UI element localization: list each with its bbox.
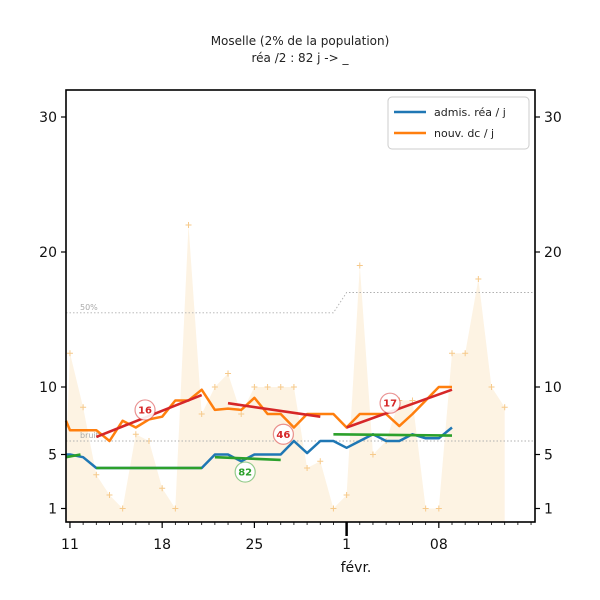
annotation-label: 82 bbox=[238, 468, 252, 479]
annotation-label: 46 bbox=[276, 430, 290, 441]
y-tick-label: 20 bbox=[39, 245, 57, 261]
reference-label-noise: bruit bbox=[80, 431, 99, 440]
noise-point bbox=[198, 411, 205, 417]
y-tick-label: 10 bbox=[39, 380, 57, 396]
noise-point bbox=[93, 471, 100, 478]
noise-point bbox=[435, 505, 442, 512]
y-tick-label: 5 bbox=[544, 448, 553, 464]
x-tick-label: 08 bbox=[430, 537, 448, 553]
title-block: Moselle (2% de la population) réa /2 : 8… bbox=[211, 34, 390, 65]
plot-frame bbox=[65, 89, 536, 523]
trend-line-red bbox=[227, 401, 321, 418]
noise-point bbox=[106, 492, 113, 498]
trend-line-red bbox=[346, 388, 453, 429]
noise-point bbox=[80, 404, 87, 411]
noise-point bbox=[304, 465, 311, 471]
noise-point bbox=[277, 384, 284, 390]
noise-point bbox=[369, 451, 376, 458]
annotation-label: 17 bbox=[383, 399, 397, 410]
legend-label-adm: admis. réa / j bbox=[434, 106, 506, 119]
y-tick-label: 1 bbox=[544, 502, 553, 518]
y-tick-label: 20 bbox=[544, 245, 562, 261]
noise-point bbox=[159, 485, 166, 492]
noise-point bbox=[317, 458, 324, 465]
annotation-label: 16 bbox=[138, 405, 152, 416]
x-tick-label: 11 bbox=[61, 537, 79, 553]
chart-subtitle: réa /2 : 82 j -> _ bbox=[251, 51, 349, 65]
y-tick-label: 1 bbox=[48, 502, 57, 518]
annotation-badge bbox=[272, 423, 294, 445]
x-tick-label: 25 bbox=[245, 537, 263, 553]
trend-line-green bbox=[65, 453, 81, 459]
noise-point bbox=[449, 350, 456, 357]
noise-point bbox=[356, 262, 363, 269]
noise-point bbox=[343, 492, 350, 498]
noise-point bbox=[488, 384, 495, 390]
noise-point bbox=[185, 222, 192, 228]
noise-point bbox=[132, 431, 139, 438]
noise-point bbox=[211, 384, 218, 390]
noise-point bbox=[462, 350, 469, 357]
legend-label-dc: nouv. dc / j bbox=[434, 127, 494, 140]
trend-line-green bbox=[333, 433, 453, 437]
noise-area-group bbox=[63, 222, 508, 522]
annotation-badge bbox=[379, 392, 401, 414]
noise-point bbox=[119, 505, 126, 512]
reference-lines-group: 50% bruit bbox=[66, 292, 535, 442]
y-tick-label: 30 bbox=[39, 110, 57, 126]
noise-point bbox=[422, 505, 429, 512]
noise-point bbox=[225, 370, 232, 377]
trend-line-green bbox=[214, 455, 281, 462]
reference-line-half bbox=[66, 292, 535, 314]
legend-box bbox=[387, 96, 530, 150]
noise-point bbox=[475, 276, 482, 282]
noise-point bbox=[238, 411, 245, 417]
y-tick-label: 10 bbox=[544, 380, 562, 396]
noise-point bbox=[290, 384, 297, 390]
x-month-label: févr. bbox=[341, 560, 372, 576]
chart-title: Moselle (2% de la population) bbox=[211, 34, 390, 48]
noise-point bbox=[330, 505, 337, 512]
x-tick-label: 1 bbox=[342, 537, 351, 553]
y-tick-label: 30 bbox=[544, 110, 562, 126]
annotations-group: 16 46 17 82 bbox=[134, 392, 401, 483]
noise-point bbox=[264, 384, 271, 390]
noise-point bbox=[251, 384, 258, 390]
x-tick-label: 18 bbox=[153, 537, 171, 553]
y-tick-label: 5 bbox=[48, 448, 57, 464]
noise-area bbox=[66, 225, 505, 522]
annotation-badge bbox=[234, 461, 256, 483]
noise-point bbox=[66, 350, 73, 357]
noise-point bbox=[172, 505, 179, 512]
reference-label-half: 50% bbox=[80, 303, 98, 312]
annotation-badge bbox=[134, 399, 156, 421]
noise-point bbox=[501, 404, 508, 411]
legend: admis. réa / j nouv. dc / j bbox=[387, 96, 530, 150]
